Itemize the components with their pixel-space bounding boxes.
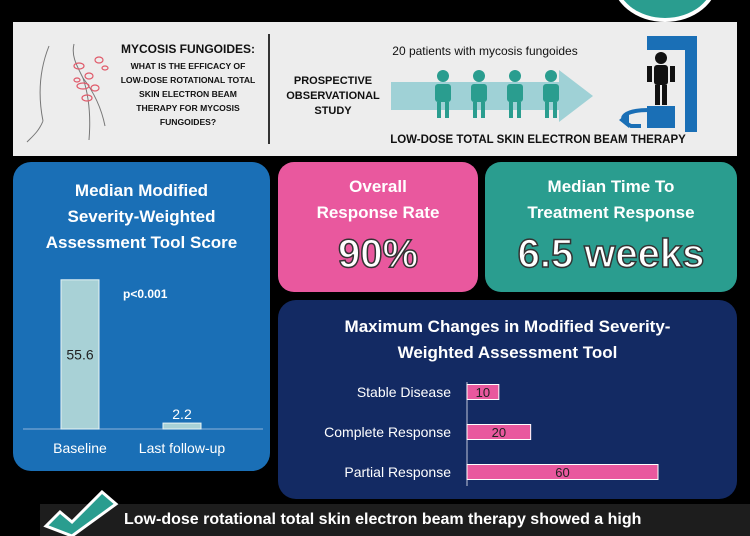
bar-0 [60,279,100,430]
bar-value-label-0: 55.6 [66,346,93,362]
hbar-2 [466,464,659,480]
bar-value-label-1: 2.2 [172,406,192,422]
median-score-title: Median Modified Severity-Weighted Assess… [45,181,238,252]
max-changes-title: Maximum Changes in Modified Severity- We… [344,317,671,362]
header-divider [268,34,270,144]
patients-arrow-icon [391,70,593,122]
journal-badge [612,0,718,22]
median-time-panel: Median Time To Treatment Response 6.5 we… [485,162,737,292]
median-time-value: 6.5 weeks [517,231,705,277]
bottom-banner [40,504,750,536]
overall-response-panel: Overall Response Rate 90% [278,162,478,292]
checkmark-icon [43,490,119,536]
hbar-value-label-0: 10 [476,385,490,400]
question-title: MYCOSIS FUNGOIDES: [120,42,255,56]
patients-label: 20 patients with mycosis fungoides [392,44,578,58]
max-changes-chart: 10 Stable Disease 20 Complete Response 60 Par… [324,382,659,486]
median-time-title: Median Time To Treatment Response [527,177,695,222]
hbar-category-label-1: Complete Response [324,424,451,440]
max-changes-panel: Maximum Changes in Modified Severity- We… [278,300,737,499]
overall-response-title: Overall Response Rate [316,177,440,222]
hbar-value-label-2: 60 [555,465,569,480]
p-value: p<0.001 [123,287,168,301]
therapy-label: LOW-DOSE TOTAL SKIN ELECTRON BEAM THERAP… [390,134,686,146]
overall-response-value: 90% [337,231,419,277]
body-sketch-icon [26,43,109,143]
median-score-panel: Median Modified Severity-Weighted Assess… [13,162,270,471]
question-text: WHAT IS THE EFFICACY OF LOW-DOSE ROTATIO… [120,61,256,127]
header-panel: MYCOSIS FUNGOIDES: WHAT IS THE EFFICACY … [13,22,737,156]
conclusion-text: Low-dose rotational total skin electron … [124,511,642,528]
hbar-0 [466,384,500,400]
hbar-category-label-0: Stable Disease [357,384,451,400]
electron-beam-machine-icon [619,36,697,132]
hbar-category-label-2: Partial Response [344,464,451,480]
study-type: PROSPECTIVE OBSERVATIONAL STUDY [286,75,380,117]
hbar-value-label-1: 20 [492,425,506,440]
bar-category-label-1: Last follow-up [139,440,226,456]
bar-1 [162,422,202,430]
bar-category-label-0: Baseline [53,440,107,456]
people-icon [435,70,559,118]
hbar-1 [466,424,532,440]
median-score-chart: 55.6 Baseline 2.2 Last follow-up [23,279,263,456]
